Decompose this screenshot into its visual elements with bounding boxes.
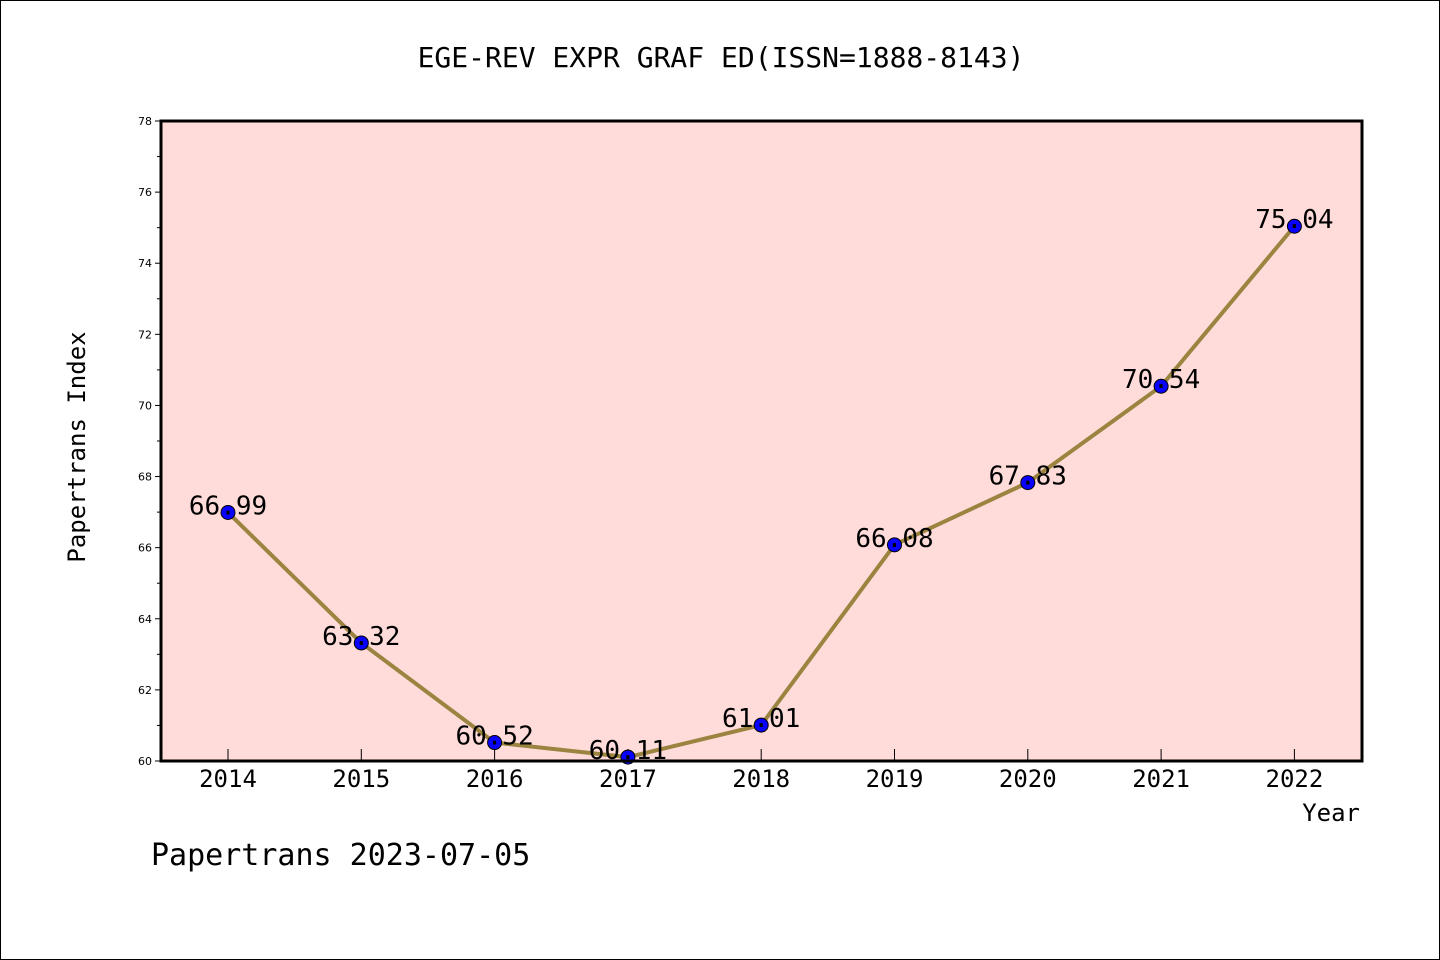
axis-ticks: 60 62 64 66 68 70 72 74 76 78 2014 2015 2016 2017 2018… <box>138 115 1323 793</box>
y-tick-label: 62 <box>138 684 152 697</box>
footer-note: Papertrans 2023-07-05 <box>151 838 530 873</box>
data-label: 60.52 <box>455 722 533 752</box>
data-label: 66.99 <box>189 491 267 521</box>
x-tick-label: 2016 <box>466 765 524 793</box>
data-label: 66.08 <box>855 524 933 554</box>
data-point <box>220 504 236 520</box>
chart-title: EGE-REV EXPR GRAF ED(ISSN=1888-8143) <box>418 41 1025 74</box>
y-tick-label: 74 <box>138 257 152 270</box>
y-tick-label: 64 <box>138 613 152 626</box>
data-series <box>220 218 1302 765</box>
y-tick-label: 78 <box>138 115 152 128</box>
data-point <box>487 735 503 751</box>
x-tick-label: 2019 <box>866 765 924 793</box>
data-label: 63.32 <box>322 622 400 652</box>
y-tick-label: 66 <box>138 542 152 555</box>
plot-area <box>161 121 1362 761</box>
x-tick-label: 2022 <box>1266 765 1324 793</box>
x-tick-label: 2018 <box>732 765 790 793</box>
y-tick-label: 72 <box>138 328 152 341</box>
x-tick-label: 2021 <box>1132 765 1190 793</box>
x-tick-label: 2014 <box>199 765 257 793</box>
data-point <box>1020 475 1036 491</box>
y-tick-label: 76 <box>138 186 152 199</box>
x-tick-label: 2017 <box>599 765 657 793</box>
x-tick-label: 2015 <box>332 765 390 793</box>
y-tick-label: 68 <box>138 471 152 484</box>
plot-frame <box>159 119 1364 763</box>
x-tick-label: 2020 <box>999 765 1057 793</box>
y-axis-label: Papertrans Index <box>63 331 91 562</box>
data-label: 61.01 <box>722 704 800 734</box>
data-label: 67.83 <box>989 462 1067 492</box>
x-axis-label: Year <box>1302 799 1360 827</box>
data-point <box>887 537 902 553</box>
data-point <box>1153 378 1169 394</box>
data-point <box>353 635 369 651</box>
data-point <box>1286 218 1302 234</box>
y-tick-label: 70 <box>138 399 152 412</box>
data-point <box>753 717 769 733</box>
y-tick-label: 60 <box>138 755 152 768</box>
data-label: 75.04 <box>1255 205 1333 235</box>
data-label: 70.54 <box>1122 365 1200 395</box>
